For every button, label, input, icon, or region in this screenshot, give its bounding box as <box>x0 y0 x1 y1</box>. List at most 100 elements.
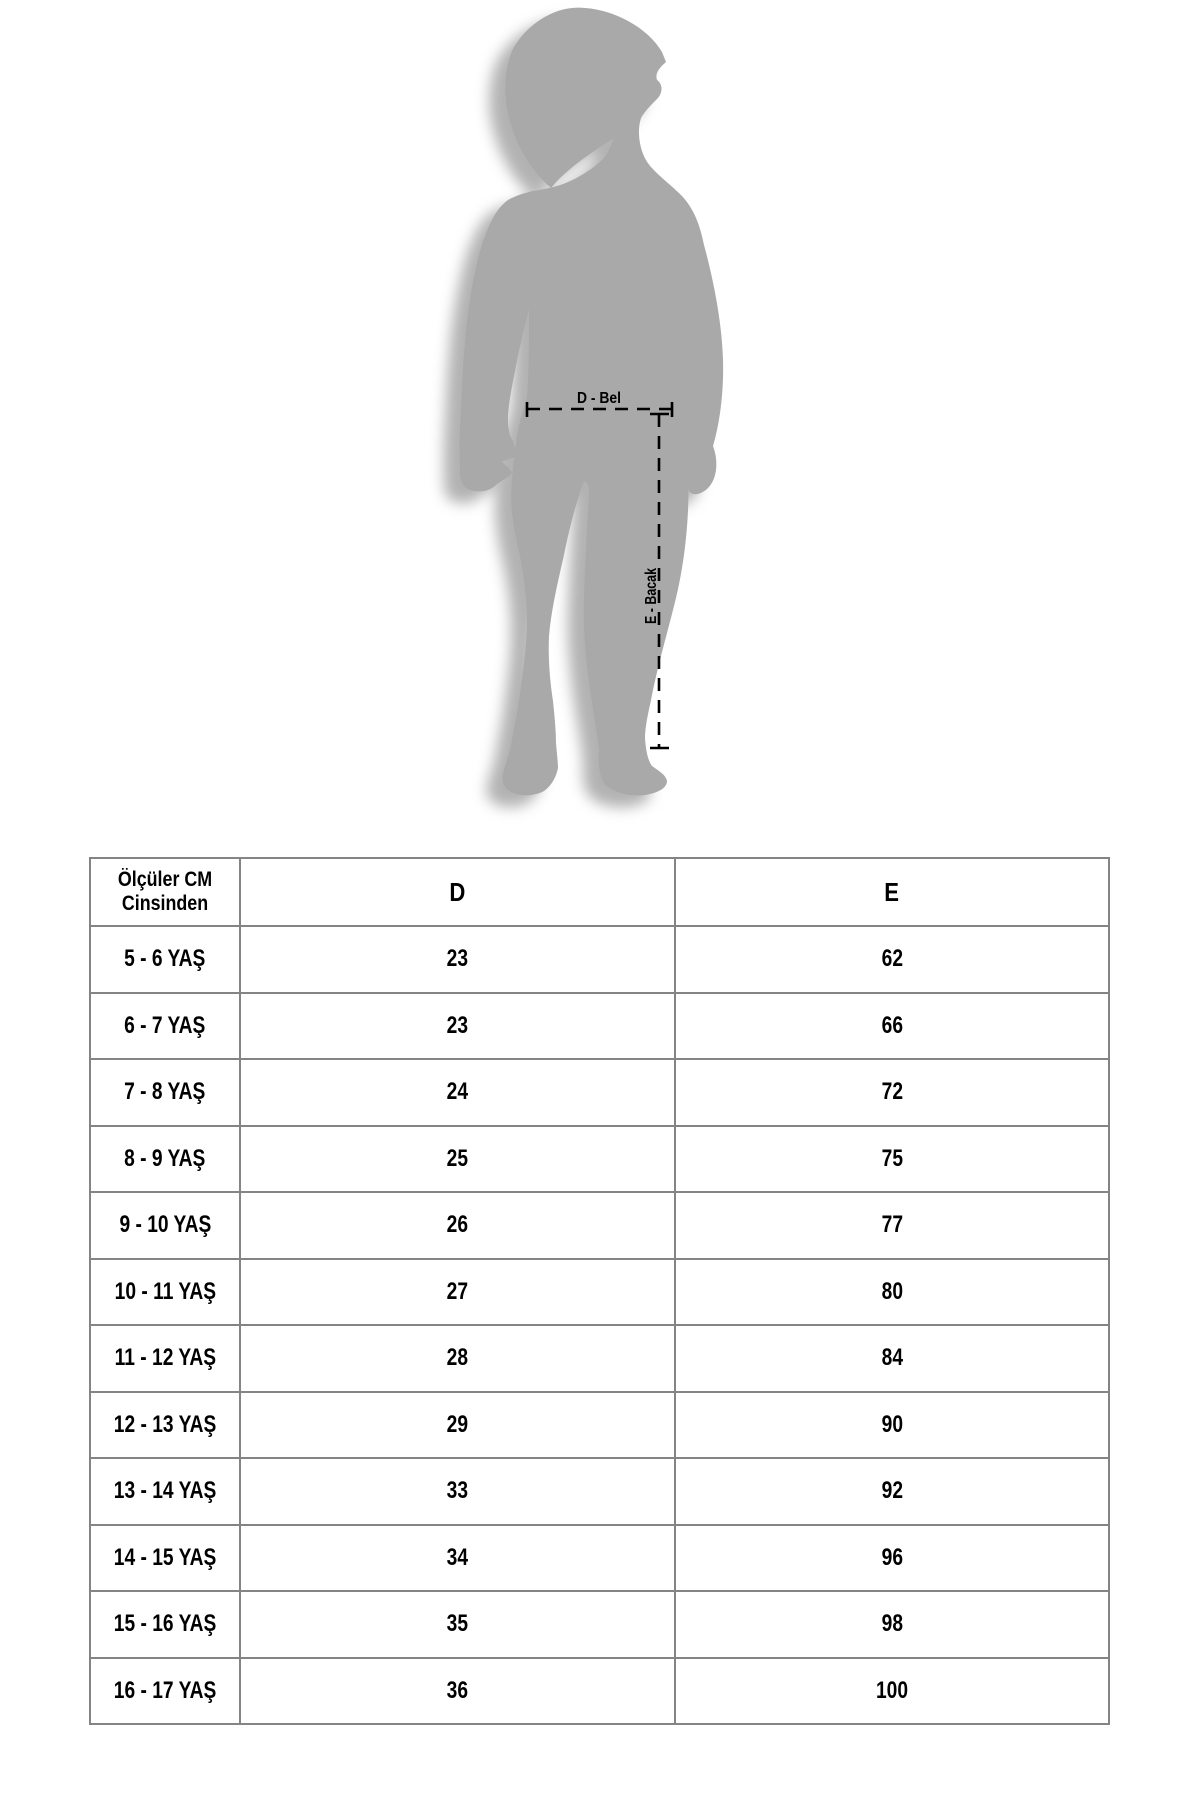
cell-text: 23 <box>446 1011 469 1039</box>
cell-text: 23 <box>446 945 469 973</box>
d-value-cell: 26 <box>239 1191 676 1260</box>
e-value-cell: 72 <box>674 1058 1110 1127</box>
cell-text: 9 - 10 YAŞ <box>119 1211 211 1239</box>
age-cell: 13 - 14 YAŞ <box>89 1457 241 1526</box>
e-value-cell: 98 <box>674 1590 1110 1659</box>
table-row: 13 - 14 YAŞ 33 92 <box>89 1457 1110 1526</box>
header-col-e-text: E <box>884 876 900 907</box>
age-cell: 9 - 10 YAŞ <box>89 1191 241 1260</box>
d-value-cell: 27 <box>239 1257 676 1326</box>
leg-measure: E - Bacak <box>643 412 669 750</box>
cell-text: 62 <box>881 945 903 973</box>
cell-text: 12 - 13 YAŞ <box>113 1410 217 1438</box>
cell-text: 5 - 6 YAŞ <box>124 945 206 973</box>
cell-text: 98 <box>881 1610 903 1638</box>
age-cell: 16 - 17 YAŞ <box>89 1656 241 1725</box>
e-value-cell: 84 <box>674 1324 1110 1393</box>
cell-text: 16 - 17 YAŞ <box>113 1676 217 1704</box>
cell-text: 96 <box>881 1543 903 1571</box>
e-value-cell: 62 <box>674 925 1110 994</box>
age-cell: 15 - 16 YAŞ <box>89 1590 241 1659</box>
cell-text: 15 - 16 YAŞ <box>113 1610 217 1638</box>
e-value-cell: 75 <box>674 1124 1110 1193</box>
cell-text: 27 <box>446 1277 469 1305</box>
age-cell: 8 - 9 YAŞ <box>89 1124 241 1193</box>
leg-measure-label: E - Bacak <box>643 568 660 624</box>
body-measurement-diagram: D - Bel E - Bacak <box>0 0 1200 830</box>
cell-text: 14 - 15 YAŞ <box>113 1543 217 1571</box>
e-value-cell: 96 <box>674 1523 1110 1592</box>
d-value-cell: 29 <box>239 1390 676 1459</box>
cell-text: 80 <box>881 1277 903 1305</box>
cell-text: 24 <box>446 1078 469 1106</box>
child-silhouette <box>459 7 724 796</box>
header-col-d: D <box>239 857 676 927</box>
cell-text: 77 <box>881 1211 903 1239</box>
d-value-cell: 34 <box>239 1523 676 1592</box>
cell-text: 75 <box>881 1144 903 1172</box>
table-row: 6 - 7 YAŞ 23 66 <box>89 991 1110 1060</box>
cell-text: 25 <box>446 1144 469 1172</box>
cell-text: 36 <box>446 1676 469 1704</box>
age-cell: 12 - 13 YAŞ <box>89 1390 241 1459</box>
age-cell: 6 - 7 YAŞ <box>89 991 241 1060</box>
cell-text: 66 <box>881 1011 903 1039</box>
cell-text: 29 <box>446 1410 469 1438</box>
cell-text: 6 - 7 YAŞ <box>124 1011 206 1039</box>
table-row: 8 - 9 YAŞ 25 75 <box>89 1124 1110 1193</box>
age-cell: 5 - 6 YAŞ <box>89 925 241 994</box>
cell-text: 10 - 11 YAŞ <box>114 1277 216 1305</box>
e-value-cell: 90 <box>674 1390 1110 1459</box>
cell-text: 35 <box>446 1610 469 1638</box>
cell-text: 7 - 8 YAŞ <box>124 1078 206 1106</box>
d-value-cell: 23 <box>239 925 676 994</box>
e-value-cell: 92 <box>674 1457 1110 1526</box>
table-row: 9 - 10 YAŞ 26 77 <box>89 1191 1110 1260</box>
cell-text: 8 - 9 YAŞ <box>124 1144 206 1172</box>
e-value-cell: 100 <box>674 1656 1110 1725</box>
table-row: 14 - 15 YAŞ 34 96 <box>89 1523 1110 1592</box>
cell-text: 26 <box>446 1211 469 1239</box>
d-value-cell: 35 <box>239 1590 676 1659</box>
header-measures-cm: Ölçüler CM Cinsinden <box>89 857 241 927</box>
age-cell: 7 - 8 YAŞ <box>89 1058 241 1127</box>
d-value-cell: 25 <box>239 1124 676 1193</box>
e-value-cell: 77 <box>674 1191 1110 1260</box>
cell-text: 92 <box>881 1477 903 1505</box>
d-value-cell: 28 <box>239 1324 676 1393</box>
e-value-cell: 66 <box>674 991 1110 1060</box>
cell-text: 28 <box>446 1344 469 1372</box>
cell-text: 90 <box>881 1410 903 1438</box>
waist-measure: D - Bel <box>525 390 674 417</box>
table-row: 7 - 8 YAŞ 24 72 <box>89 1058 1110 1127</box>
cell-text: 72 <box>881 1078 903 1106</box>
d-value-cell: 36 <box>239 1656 676 1725</box>
cell-text: 84 <box>881 1344 903 1372</box>
header-row: Ölçüler CM Cinsinden D E <box>89 857 1110 927</box>
age-cell: 11 - 12 YAŞ <box>89 1324 241 1393</box>
table-row: 11 - 12 YAŞ 28 84 <box>89 1324 1110 1393</box>
header-col-e: E <box>674 857 1110 927</box>
size-table: Ölçüler CM Cinsinden D E 5 - 6 YAŞ 23 62 6 … <box>89 857 1110 1725</box>
cell-text: 100 <box>875 1676 909 1704</box>
cell-text: 34 <box>446 1543 469 1571</box>
table-row: 10 - 11 YAŞ 27 80 <box>89 1257 1110 1326</box>
header-col-d-text: D <box>449 876 466 907</box>
d-value-cell: 23 <box>239 991 676 1060</box>
d-value-cell: 33 <box>239 1457 676 1526</box>
size-table-header: Ölçüler CM Cinsinden D E <box>89 857 1110 927</box>
table-row: 5 - 6 YAŞ 23 62 <box>89 925 1110 994</box>
age-cell: 10 - 11 YAŞ <box>89 1257 241 1326</box>
table-row: 16 - 17 YAŞ 36 100 <box>89 1656 1110 1725</box>
table-row: 12 - 13 YAŞ 29 90 <box>89 1390 1110 1459</box>
e-value-cell: 80 <box>674 1257 1110 1326</box>
size-table-body: 5 - 6 YAŞ 23 62 6 - 7 YAŞ 23 66 7 - 8 YAŞ 24 72 8… <box>89 925 1110 1725</box>
cell-text: 13 - 14 YAŞ <box>113 1477 217 1505</box>
header-measures-cm-text: Ölçüler CM Cinsinden <box>117 867 213 915</box>
waist-measure-label: D - Bel <box>577 390 621 407</box>
cell-text: 11 - 12 YAŞ <box>114 1344 216 1372</box>
age-cell: 14 - 15 YAŞ <box>89 1523 241 1592</box>
cell-text: 33 <box>446 1477 469 1505</box>
d-value-cell: 24 <box>239 1058 676 1127</box>
